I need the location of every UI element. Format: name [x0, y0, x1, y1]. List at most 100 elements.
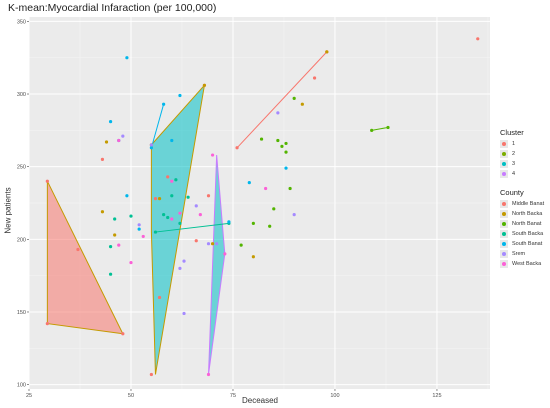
county-legend-item: South Backa: [500, 229, 544, 239]
point-middle-banat: [476, 37, 480, 41]
point-north-banat: [239, 243, 243, 247]
county-legend-item: South Banat: [500, 239, 544, 249]
cluster-legend-dot: [502, 142, 506, 146]
county-legend-key: [500, 210, 508, 218]
point-north-backa: [100, 210, 105, 214]
point-south-backa: [113, 217, 117, 221]
point-middle-banat: [206, 194, 211, 198]
point-srem: [276, 111, 280, 115]
county-legend-label: North Backa: [512, 211, 543, 217]
cluster-legend-label: 3: [512, 161, 516, 167]
point-north-banat: [259, 137, 264, 141]
point-south-banat: [162, 102, 166, 106]
county-legend-label: Srem: [512, 251, 526, 257]
county-legend-label: North Banat: [512, 221, 542, 227]
point-north-banat: [288, 186, 292, 191]
x-tick-label: 125: [432, 393, 441, 399]
point-north-backa: [300, 102, 304, 106]
county-legend: County Middle Banat North Backa North Bana…: [500, 188, 544, 269]
point-south-backa: [108, 272, 113, 276]
cluster-legend-key: [500, 140, 508, 148]
county-legend-dot: [502, 262, 506, 266]
point-west-backa: [141, 234, 145, 239]
point-south-backa: [166, 215, 170, 220]
county-legend-label: South Banat: [512, 241, 543, 247]
point-north-banat: [272, 207, 276, 211]
cluster-segment: [155, 222, 229, 233]
point-middle-banat: [153, 197, 158, 201]
point-west-backa: [170, 179, 174, 183]
point-middle-banat: [45, 322, 49, 326]
y-tick-label: 350: [17, 19, 26, 25]
county-legend-item: North Backa: [500, 209, 544, 219]
point-srem: [292, 213, 296, 217]
point-west-backa: [117, 243, 121, 247]
county-legend-dot: [502, 242, 506, 246]
point-north-banat: [370, 128, 374, 132]
county-legend-label: South Backa: [512, 231, 544, 237]
county-legend-item: Srem: [500, 249, 544, 259]
county-legend-label: Middle Banat: [512, 201, 545, 207]
point-south-backa: [174, 178, 178, 182]
point-south-backa: [129, 214, 133, 218]
cluster-segment: [150, 104, 165, 148]
county-legend-key: [500, 230, 508, 238]
point-south-backa: [178, 221, 182, 225]
point-north-banat: [280, 144, 284, 148]
county-legend-dot: [502, 202, 506, 206]
cluster-legend-dot: [502, 172, 506, 176]
cluster-legend-key: [500, 160, 508, 168]
county-legend-dot: [502, 222, 506, 226]
point-middle-banat: [100, 157, 105, 162]
point-middle-banat: [157, 295, 162, 300]
cluster-segment: [236, 51, 328, 149]
cluster-legend-item: 4: [500, 169, 524, 179]
point-srem: [182, 311, 186, 316]
county-legend-item: North Banat: [500, 219, 544, 229]
point-south-banat: [178, 93, 182, 98]
point-west-backa: [170, 217, 174, 221]
point-north-backa: [210, 242, 215, 246]
point-south-backa: [153, 230, 158, 234]
point-south-backa: [186, 195, 190, 199]
county-legend-dot: [502, 252, 506, 256]
county-legend-key: [500, 220, 508, 228]
point-west-backa: [264, 186, 268, 191]
point-middle-banat: [312, 76, 317, 80]
point-north-backa: [325, 50, 329, 54]
county-legend-key: [500, 240, 508, 248]
y-tick-label: 150: [17, 310, 26, 316]
point-north-backa: [251, 255, 255, 259]
county-legend-key: [500, 260, 508, 268]
point-north-banat: [276, 138, 280, 143]
county-legend-key: [500, 200, 508, 208]
cluster-legend-item: 3: [500, 159, 524, 169]
cluster-legend-key: [500, 170, 508, 178]
point-north-backa: [202, 83, 207, 87]
y-tick-label: 200: [17, 237, 26, 243]
point-west-backa: [117, 138, 121, 143]
cluster-legend-label: 1: [512, 141, 516, 147]
point-srem: [206, 242, 211, 246]
county-legend-item: West Backa: [500, 259, 544, 269]
point-north-banat: [284, 150, 288, 154]
y-tick-label: 250: [17, 165, 26, 171]
county-legend-title: County: [500, 188, 524, 197]
point-south-backa: [162, 213, 166, 217]
cluster-legend-item: 1: [500, 139, 524, 149]
point-west-backa: [223, 252, 227, 256]
county-legend-key: [500, 250, 508, 258]
point-srem: [194, 204, 198, 208]
x-tick-label: 50: [128, 393, 134, 399]
point-west-backa: [210, 153, 215, 157]
y-tick-label: 300: [17, 92, 26, 98]
chart-title: K-mean:Myocardial Infaraction (per 100,0…: [8, 2, 217, 14]
x-tick-label: 25: [26, 393, 32, 399]
point-north-banat: [386, 125, 390, 130]
point-middle-banat: [166, 175, 170, 179]
point-south-banat: [170, 138, 174, 143]
point-middle-banat: [235, 146, 239, 150]
county-legend-dot: [502, 232, 506, 236]
